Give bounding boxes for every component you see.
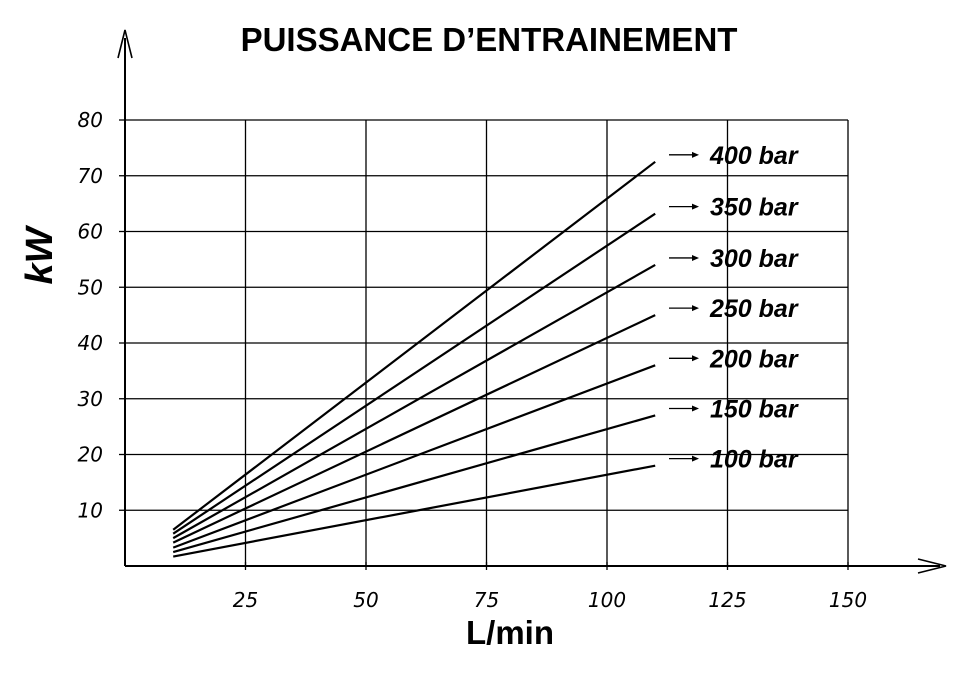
x-tick-label: 25 — [233, 588, 258, 612]
series-line — [172, 160, 656, 531]
x-tick-label: 150 — [829, 588, 867, 612]
series-label: 100 bar — [710, 446, 799, 474]
x-tick-label: 75 — [474, 588, 499, 612]
series-label: 200 bar — [709, 345, 799, 373]
series-arrow-icon — [692, 151, 699, 158]
x-axis-label: L/min — [466, 614, 554, 651]
series-label: 150 bar — [710, 395, 799, 423]
y-tick-label: 30 — [78, 387, 103, 411]
y-tick-label: 40 — [78, 331, 103, 355]
y-tick-label: 80 — [78, 108, 103, 132]
chart-title: PUISSANCE D’ENTRAINEMENT — [241, 21, 738, 58]
series-line — [172, 212, 656, 535]
y-tick-label: 10 — [78, 498, 103, 522]
y-axis-arrow-icon — [117, 29, 133, 59]
y-tick-label: 70 — [78, 164, 103, 188]
grid — [125, 119, 849, 566]
y-tick-label: 20 — [78, 443, 103, 467]
series-line — [172, 414, 656, 554]
series-line — [172, 464, 656, 558]
series-line — [172, 364, 656, 549]
tick-labels: 25 50 75 100 125 150 10 20 30 40 50 60 70 80 — [78, 108, 868, 612]
x-axis-arrow-icon — [917, 558, 947, 574]
series-labels: 400 bar 350 bar 300 bar 250 bar 200 bar 150 b… — [669, 142, 799, 474]
series-arrow-icon — [692, 305, 699, 312]
series-label: 250 bar — [709, 295, 799, 323]
x-tick-label: 50 — [353, 588, 378, 612]
series-arrow-icon — [692, 455, 699, 462]
series-label: 300 bar — [710, 245, 799, 273]
y-axis-label: kW — [19, 224, 61, 284]
series-arrow-icon — [692, 355, 699, 362]
y-tick-label: 60 — [78, 220, 103, 244]
series-line — [172, 314, 656, 544]
y-tick-label: 50 — [78, 275, 103, 299]
series-label: 350 bar — [710, 194, 799, 222]
axes — [117, 29, 947, 574]
series-lines — [172, 160, 656, 558]
series-label: 400 bar — [709, 142, 799, 170]
series-arrow-icon — [692, 405, 699, 412]
series-line — [172, 263, 656, 540]
series-arrow-icon — [692, 203, 699, 210]
x-tick-label: 125 — [708, 588, 746, 612]
series-arrow-icon — [692, 254, 699, 261]
x-tick-label: 100 — [588, 588, 626, 612]
